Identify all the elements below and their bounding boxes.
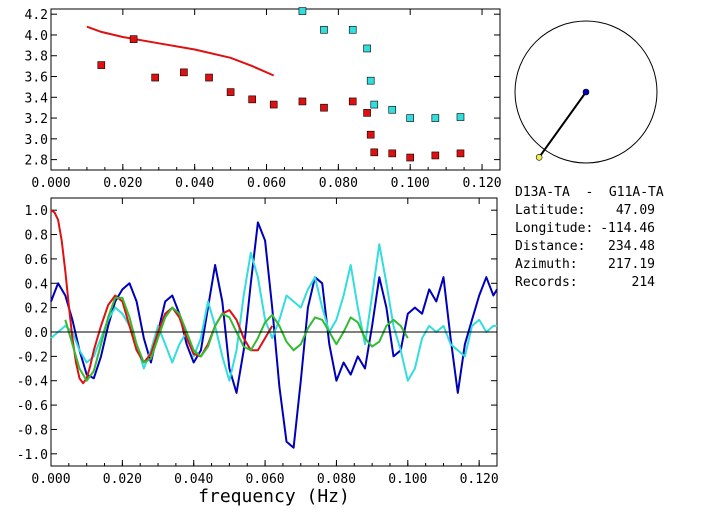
- top-point-red: [366, 130, 375, 139]
- top-point-red: [298, 97, 307, 106]
- coherency-plot: 0.000 0.020 0.040 0.060 0.080 0.100 0.120 1.0 0.…: [17, 197, 499, 507]
- bottom-y-tick-label: 0.8: [25, 229, 48, 244]
- top-point-red: [205, 73, 213, 82]
- distance-label: Distance:: [515, 239, 586, 254]
- bottom-series-cyan: [50, 243, 497, 382]
- top-y-tick-label: 3.6: [25, 71, 48, 86]
- top-x-tick-label: 0.040: [175, 176, 214, 191]
- top-point-red: [180, 68, 188, 77]
- top-y-tick-label: 4.2: [25, 8, 48, 23]
- station-blue-marker: [582, 88, 590, 96]
- info-row-longitude: Longitude: -114.46: [515, 220, 664, 238]
- bottom-x-tick-label: 0.040: [174, 472, 213, 487]
- bottom-x-tick-label: 0.000: [31, 472, 70, 487]
- station-info-panel: D13A-TA - G11A-TA Latitude: 47.09 Longitu…: [515, 184, 664, 292]
- top-point-cyan: [370, 100, 379, 109]
- top-point-red: [388, 149, 397, 158]
- bottom-series-green: [64, 296, 409, 382]
- top-point-red: [406, 153, 415, 162]
- top-point-red: [248, 95, 256, 104]
- bottom-x-tick-label: 0.020: [103, 472, 142, 487]
- top-point-red: [151, 73, 159, 82]
- top-x-tick-label: 0.080: [319, 176, 358, 191]
- top-y-tick-label: 3.4: [25, 91, 49, 106]
- top-point-red: [370, 148, 379, 157]
- top-x-tick-label: 0.100: [391, 176, 430, 191]
- top-point-red: [456, 149, 465, 158]
- longitude-label: Longitude:: [515, 221, 594, 236]
- top-point-red: [348, 97, 357, 106]
- records-value: 214: [631, 275, 655, 290]
- top-y-tick-label: 2.8: [25, 154, 48, 169]
- top-point-cyan: [388, 105, 397, 114]
- station-pair-title: D13A-TA - G11A-TA: [515, 185, 664, 200]
- bottom-y-tick-label: 0.6: [25, 253, 48, 268]
- top-y-tick-label: 3.8: [25, 50, 48, 65]
- top-point-red: [226, 88, 235, 96]
- bottom-y-tick-label: 0.2: [25, 302, 48, 317]
- x-axis-label: frequency (Hz): [198, 486, 350, 507]
- top-x-tick-label: 0.020: [103, 176, 142, 191]
- top-x-tick-label: 0.060: [247, 176, 286, 191]
- station-yellow-marker: [535, 154, 543, 161]
- bottom-y-tick-label: -1.0: [17, 448, 48, 463]
- top-point-cyan: [320, 25, 328, 34]
- top-point-cyan: [431, 114, 440, 122]
- top-point-red: [363, 109, 371, 117]
- bottom-y-tick-label: -0.8: [17, 423, 48, 438]
- top-y-tick-label: 4.0: [25, 29, 48, 44]
- latitude-value: 47.09: [615, 203, 655, 218]
- info-row-distance: Distance: 234.48: [515, 238, 664, 256]
- longitude-value: -114.46: [600, 221, 655, 236]
- top-x-tick-label: 0.120: [462, 176, 501, 191]
- top-series-red-line: [86, 25, 275, 77]
- top-y-tick-label: 3.0: [25, 133, 48, 148]
- records-label: Records:: [515, 275, 578, 290]
- top-point-red: [97, 61, 106, 69]
- top-point-red: [320, 103, 328, 112]
- bottom-x-tick-label: 0.060: [246, 472, 285, 487]
- latitude-label: Latitude:: [515, 203, 586, 218]
- top-point-cyan: [363, 44, 371, 53]
- dispersion-plot: 0.000 0.020 0.040 0.060 0.080 0.100 0.120 2.8 3.…: [25, 7, 502, 191]
- bottom-y-tick-label: 0.0: [25, 326, 48, 341]
- bottom-series-red: [50, 209, 274, 385]
- bottom-y-tick-label: -0.4: [17, 375, 48, 390]
- info-row-azimuth: Azimuth: 217.19: [515, 256, 664, 274]
- top-point-cyan: [456, 113, 465, 121]
- top-point-cyan: [348, 25, 357, 34]
- top-point-red: [431, 151, 440, 160]
- top-point-red: [269, 100, 278, 109]
- top-y-tick-label: 3.2: [25, 112, 48, 127]
- top-point-cyan: [298, 7, 307, 15]
- bottom-y-tick-label: 0.4: [25, 277, 49, 292]
- distance-value: 234.48: [608, 239, 655, 254]
- bottom-x-tick-label: 0.100: [388, 472, 427, 487]
- bottom-y-tick-label: -0.2: [17, 350, 48, 365]
- bottom-series-blue: [50, 221, 498, 449]
- info-row-records: Records: 214: [515, 274, 664, 292]
- bottom-x-tick-label: 0.120: [460, 472, 499, 487]
- info-row-latitude: Latitude: 47.09: [515, 202, 664, 220]
- great-circle-path: [538, 91, 587, 158]
- station-map: [514, 20, 658, 164]
- bottom-y-tick-label: -0.6: [17, 399, 48, 414]
- top-point-red: [129, 35, 138, 43]
- top-frame: [50, 8, 501, 171]
- top-point-cyan: [406, 114, 415, 122]
- azimuth-value: 217.19: [608, 257, 655, 272]
- bottom-y-tick-label: 1.0: [25, 204, 48, 219]
- bottom-x-tick-label: 0.080: [317, 472, 356, 487]
- top-point-cyan: [366, 76, 375, 85]
- azimuth-label: Azimuth:: [515, 257, 578, 272]
- top-x-tick-label: 0.000: [31, 176, 70, 191]
